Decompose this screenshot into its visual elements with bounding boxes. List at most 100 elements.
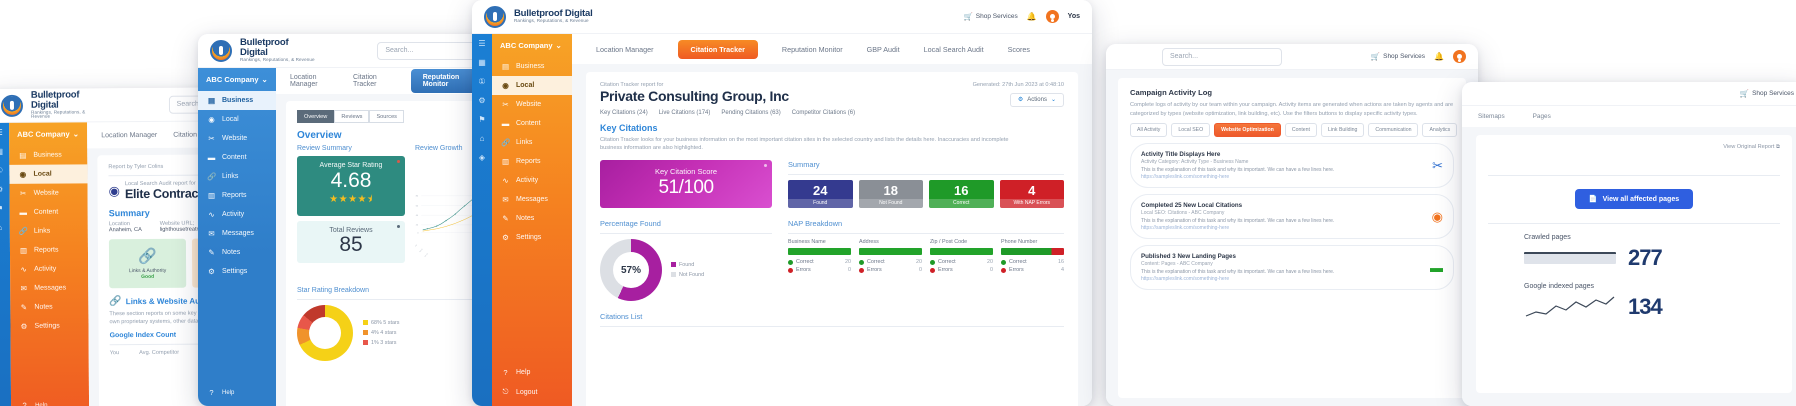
megaphone-icon[interactable]: ⚑: [0, 203, 4, 214]
filter-website-optimization[interactable]: Website Optimization: [1214, 123, 1281, 138]
sidebar-item-business[interactable]: ▤ Business: [198, 91, 276, 110]
segment-reviews[interactable]: Reviews: [334, 110, 370, 123]
filter-local-seo[interactable]: Local SEO: [1171, 123, 1211, 138]
sidebar-item-local[interactable]: ◉ Local: [208, 115, 239, 124]
topbar-right[interactable]: 🛒 Shop Services 🔔: [1371, 50, 1466, 63]
megaphone-icon[interactable]: ⚑: [478, 115, 486, 124]
tab-gbp-audit[interactable]: GBP Audit: [866, 44, 900, 54]
sidebar-item-messages[interactable]: ✉ Messages: [20, 283, 67, 293]
sidebar-item-reports[interactable]: ▥ Reports: [207, 191, 247, 200]
sidebar-item-activity[interactable]: ∿ Activity: [502, 176, 539, 185]
sidebar-item-business[interactable]: ▤ Business: [501, 62, 545, 71]
metric-card-links[interactable]: 🔗 Links & Authority Good: [108, 238, 187, 289]
segment-overview[interactable]: Overview: [297, 110, 335, 123]
company-switcher[interactable]: ABC Company ⌄: [492, 34, 572, 57]
tab-sitemaps[interactable]: Sitemaps: [1478, 113, 1505, 120]
view-affected-pages-button[interactable]: 📄 View all affected pages: [1574, 189, 1694, 209]
sidebar-item-messages[interactable]: ✉ Messages: [208, 229, 254, 238]
view-original-report-link[interactable]: View Original Report ⧉: [1488, 144, 1780, 151]
sidebar-item-content[interactable]: ▬ Content: [207, 153, 247, 162]
sidebar-item-links[interactable]: 🔗 Links: [18, 226, 51, 236]
number-one-icon[interactable]: ①: [478, 77, 486, 86]
filter-analytics[interactable]: Analytics: [1422, 123, 1458, 138]
window-citation-tracker[interactable]: Bulletproof Digital Rankings, Reputation…: [472, 0, 1092, 406]
tab-location-manager[interactable]: Location Manager: [596, 44, 654, 54]
sidebar-item-website[interactable]: ✂ Website: [19, 188, 59, 198]
sidebar-item-activity[interactable]: ∿ Activity: [208, 210, 245, 219]
segmented-control[interactable]: Overview Reviews Sources: [297, 110, 477, 123]
sidebar-item-notes[interactable]: ✎ Notes: [208, 248, 241, 257]
tab-local-search-audit[interactable]: Local Search Audit: [923, 44, 984, 54]
segment-sources[interactable]: Sources: [369, 110, 404, 123]
company-switcher[interactable]: ABC Company ⌄: [9, 122, 87, 146]
tab-reputation-monitor[interactable]: Reputation Monitor: [781, 44, 843, 54]
sidebar-item-website[interactable]: ✂ Website: [502, 100, 542, 109]
sidebar-item-content[interactable]: ▬ Content: [501, 119, 541, 128]
sidebar-item-settings[interactable]: ⚙ Settings: [502, 233, 542, 242]
actions-button[interactable]: ⚙ Actions ⌄: [1009, 92, 1064, 107]
sidebar[interactable]: ABC Company ⌄ ▤ Business ◉ Local ✂ Website …: [9, 122, 90, 406]
citation-subtabs[interactable]: Key Citations (24) Live Citations (174) …: [600, 110, 1064, 116]
topbar-right[interactable]: 🛒 Shop Services: [1740, 89, 1794, 98]
sidebar-item-messages[interactable]: ✉ Messages: [502, 195, 548, 204]
filter-link-building[interactable]: Link Building: [1321, 123, 1365, 138]
user-avatar[interactable]: [1045, 10, 1059, 23]
activity-row[interactable]: Completed 25 New Local Citations Local S…: [1130, 194, 1454, 240]
search-input[interactable]: Search...: [377, 41, 486, 60]
sidebar-item-business[interactable]: ▤ Business: [19, 150, 62, 160]
number-one-icon[interactable]: ①: [0, 165, 4, 176]
lighthouse-icon[interactable]: ⌂: [479, 134, 485, 143]
shop-services-button[interactable]: 🛒 Shop Services: [1371, 52, 1425, 61]
chevron-down-icon[interactable]: ⌄: [72, 129, 80, 139]
icon-rail[interactable]: ☰ ▦ ① ⚙ ⚑ ⌂ ◈: [472, 34, 492, 406]
sidebar-item-activity[interactable]: ∿ Activity: [20, 264, 57, 274]
sidebar-item-links[interactable]: 🔗 Links: [501, 138, 533, 147]
dashboard-icon[interactable]: ▦: [0, 146, 4, 157]
sidebar-item-notes[interactable]: ✎ Notes: [20, 302, 53, 312]
sidebar-item-help[interactable]: ? Help: [492, 363, 572, 382]
nav-tabs[interactable]: Location Manager Citation Tracker Reputa…: [276, 68, 498, 94]
activity-row[interactable]: Activity Title Displays Here Activity Ca…: [1130, 143, 1454, 189]
subtab-key-citations[interactable]: Key Citations (24): [600, 109, 648, 116]
sidebar-item-website[interactable]: ✂ Website: [208, 134, 248, 143]
tab-pages[interactable]: Pages: [1532, 113, 1551, 120]
activity-link[interactable]: https://sampleslink.com/something-here: [1141, 225, 1230, 232]
user-avatar[interactable]: [1453, 50, 1466, 63]
sidebar-item-reports[interactable]: ▥ Reports: [19, 245, 59, 255]
chevron-down-icon[interactable]: ⌄: [261, 75, 268, 84]
shop-services-button[interactable]: 🛒 Shop Services: [963, 12, 1017, 21]
window-campaign-activity-log[interactable]: Search... 🛒 Shop Services 🔔 Campaign Act…: [1106, 44, 1478, 406]
sidebar-item-links[interactable]: 🔗 Links: [207, 172, 239, 181]
activity-link[interactable]: https://sampleslink.com/something-here: [1141, 276, 1230, 283]
dashboard-icon[interactable]: ▦: [478, 58, 486, 67]
window-reputation-monitor[interactable]: Bulletproof Digital Rankings, Reputation…: [198, 34, 498, 406]
window-crawl-report[interactable]: 🛒 Shop Services Sitemaps Pages View Orig…: [1462, 82, 1796, 406]
shop-services-button[interactable]: 🛒 Shop Services: [1740, 89, 1794, 98]
bell-icon[interactable]: 🔔: [1026, 12, 1037, 21]
sidebar-item-help[interactable]: ? Help: [198, 383, 276, 402]
subtab-live-citations[interactable]: Live Citations (174): [658, 109, 711, 116]
bell-icon[interactable]: 🔔: [1434, 52, 1444, 61]
tab-scores[interactable]: Scores: [1007, 44, 1030, 54]
menu-icon[interactable]: ☰: [0, 127, 3, 138]
sidebar[interactable]: ABC Company ⌄ ▤ Business ◉ Local ✂ Website …: [198, 68, 276, 406]
tab-citation-tracker[interactable]: Citation Tracker: [677, 39, 758, 59]
tab-location-manager[interactable]: Location Manager: [101, 131, 158, 139]
activity-link[interactable]: https://sampleslink.com/something-here: [1141, 174, 1230, 181]
activity-row[interactable]: Published 3 New Landing Pages Content: P…: [1130, 245, 1454, 291]
tab-citation-tracker[interactable]: Citation Tracker: [353, 74, 377, 88]
location-icon[interactable]: ◈: [478, 153, 486, 162]
sidebar-item-logout[interactable]: ⎋ Logout: [502, 387, 538, 396]
company-switcher[interactable]: ABC Company ⌄: [198, 68, 276, 91]
sidebar-item-local[interactable]: ◉ Local: [492, 76, 572, 95]
subtab-pending-citations[interactable]: Pending Citations (63): [721, 109, 781, 116]
topbar-right[interactable]: 🛒 Shop Services 🔔 Yos: [963, 10, 1080, 23]
sidebar-item-content[interactable]: ▬ Content: [19, 207, 59, 217]
people-icon[interactable]: ⚙: [0, 184, 4, 195]
filter-all-activity[interactable]: All Activity: [1130, 123, 1168, 138]
sidebar-item-notes[interactable]: ✎ Notes: [502, 214, 535, 223]
sidebar-item-settings[interactable]: ⚙ Settings: [20, 321, 60, 331]
filter-content[interactable]: Content: [1284, 123, 1317, 138]
activity-filters[interactable]: All Activity Local SEO Website Optimizat…: [1130, 123, 1458, 138]
sidebar-item-local[interactable]: ◉ Local: [9, 164, 88, 184]
